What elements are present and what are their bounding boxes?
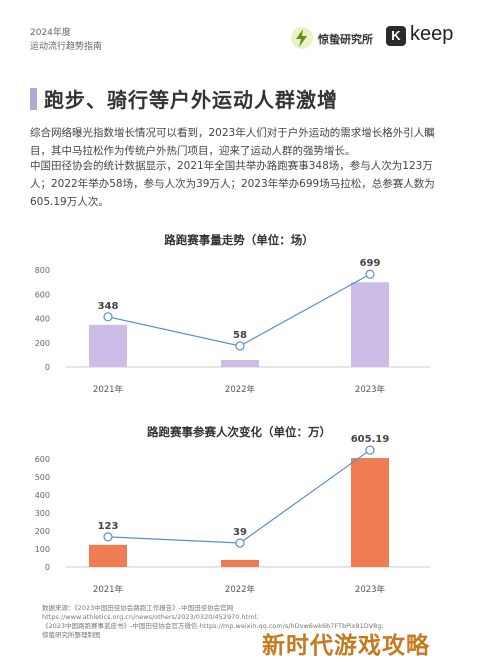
report-year: 2024年度 <box>30 28 71 38</box>
section-accent-bar <box>30 88 37 110</box>
source-line: https://www.athletics.org.cn/news/others… <box>42 613 259 621</box>
trend-point <box>103 532 113 542</box>
brand-name: 惊蛰研究所 <box>318 33 373 46</box>
source-line: 数据来源：《2023中国田径协会路跑工作报告》-中国田径协会官网 <box>42 604 234 612</box>
data-label: 699 <box>360 258 381 269</box>
keep-logo-icon: K <box>386 26 406 46</box>
y-tick-label: 400 <box>35 315 50 324</box>
data-label: 605.19 <box>351 434 390 445</box>
data-label: 123 <box>98 521 119 532</box>
lightning-bolt-icon <box>291 27 313 49</box>
x-tick-label: 2023年 <box>355 384 386 395</box>
bar <box>221 559 259 567</box>
paragraph-1: 综合网络曝光指数增长情况可以看到，2023年人们对于户外运动的需求增长格外引人瞩… <box>30 127 435 157</box>
race-count-chart: 路跑赛事量走势（单位：场） 0 200 400 600 800 2021年 2022年 2023… <box>35 233 430 395</box>
bar <box>351 282 389 367</box>
y-tick-label: 100 <box>35 545 50 554</box>
bar <box>89 324 127 367</box>
paragraph-2: 中国田径协会的统计数据显示，2021年全国共举办路跑赛事348场，参与人次为12… <box>30 160 435 208</box>
y-tick-label: 400 <box>35 491 50 500</box>
y-tick-label: 600 <box>35 455 50 464</box>
data-label: 348 <box>98 301 119 312</box>
bar <box>221 359 259 367</box>
watermark: 新时代游戏攻略 <box>262 633 430 659</box>
trend-point <box>365 269 375 279</box>
x-tick-label: 2021年 <box>93 384 124 395</box>
trend-point <box>235 341 245 351</box>
source-line: 惊蛰研究所整理制图 <box>42 631 101 639</box>
source-note: 数据来源：《2023中国田径协会路跑工作报告》-中国田径协会官网 https:/… <box>42 604 442 640</box>
y-tick-label: 600 <box>35 290 50 299</box>
report-name: 运动流行趋势指南 <box>30 42 103 52</box>
bar <box>351 458 389 567</box>
participants-chart: 路跑赛事参赛人次变化（单位：万） 0 100 200 300 400 500 600 2021年… <box>35 425 430 595</box>
section-title: 跑步、骑行等户外运动人群激增 <box>44 88 338 112</box>
y-tick-label: 300 <box>35 509 50 518</box>
x-tick-label: 2021年 <box>93 584 124 595</box>
y-tick-label: 0 <box>45 563 50 572</box>
chart-title: 路跑赛事量走势（单位：场） <box>164 233 314 247</box>
x-tick-label: 2023年 <box>355 584 386 595</box>
bar <box>89 544 127 567</box>
y-tick-label: 500 <box>35 473 50 482</box>
keep-brand: keep <box>410 23 454 45</box>
report-header: 2024年度 运动流行趋势指南 <box>30 26 102 54</box>
y-tick-label: 800 <box>35 266 50 275</box>
source-line: 《2023中国路跑赛事蓝皮书》-中国田径协会官方微信-https://mp.we… <box>42 622 384 630</box>
trend-point <box>365 445 375 455</box>
data-label: 39 <box>233 527 247 538</box>
y-tick-label: 200 <box>35 527 50 536</box>
y-tick-label: 200 <box>35 339 50 348</box>
trend-point <box>103 312 113 322</box>
x-tick-label: 2022年 <box>225 584 256 595</box>
chart-title: 路跑赛事参赛人次变化（单位：万） <box>147 425 331 439</box>
y-tick-label: 0 <box>45 363 50 372</box>
x-tick-label: 2022年 <box>225 384 256 395</box>
trend-point <box>235 538 245 548</box>
data-label: 58 <box>233 330 247 341</box>
